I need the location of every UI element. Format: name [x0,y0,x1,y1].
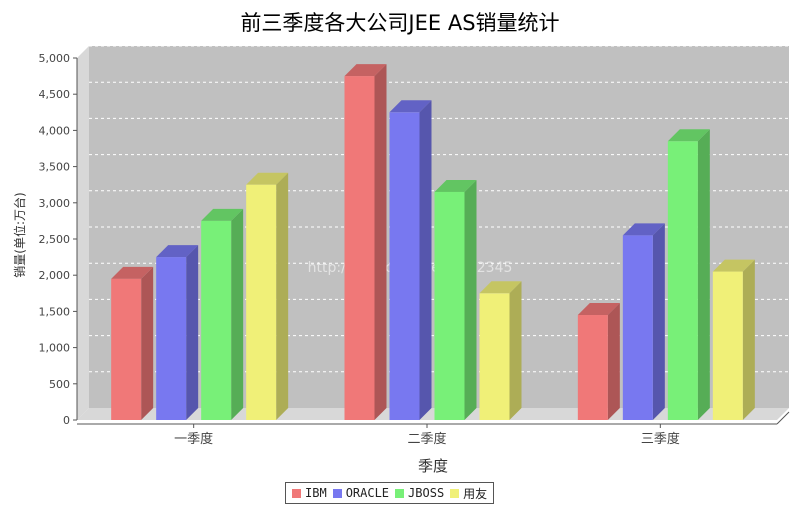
bar-top [344,64,387,77]
chart-title: 前三季度各大公司JEE AS销量统计 [240,11,559,35]
y-axis-label: 销量(单位:万台) [12,192,27,277]
bar-front [667,141,698,420]
bar-top [712,259,755,272]
bar-side [742,259,755,420]
bar [201,208,244,420]
y-tick-label: 4,000 [39,124,71,137]
bar-top [667,129,710,142]
bar-side [276,172,289,420]
bar-side [374,64,387,420]
y-tick-label: 1,000 [39,342,71,355]
y-tick-label: 500 [49,378,70,391]
bar [389,100,432,421]
x-tick-label: 二季度 [407,431,446,447]
y-tick-label: 2,000 [39,269,71,282]
legend-swatch [332,488,342,498]
legend-item: ORACLE [332,486,390,500]
bar [577,303,620,420]
bar-top [479,281,522,294]
bar [156,245,199,420]
legend-item: JBOSS [395,486,444,500]
bar-front [712,271,743,420]
bar [712,259,755,420]
bar-side [464,179,477,420]
bar-front [156,257,187,420]
y-tick-label: 5,000 [39,52,71,65]
bar-side [697,129,710,420]
plot-area: 0 500 1,000 1,500 2,000 2,500 3,000 3,500 4,000 4… [39,45,790,447]
bar [434,179,477,420]
bar-side [231,208,244,420]
y-tick-label: 4,500 [39,88,71,101]
bar [479,281,522,420]
bar [344,64,387,420]
bar-side [141,266,154,420]
bar-front [201,220,232,420]
bar-front [434,191,465,420]
legend-label: 用友 [463,486,488,501]
plot-left-wall [77,46,89,420]
x-axis-edge [776,411,790,425]
bar-side [607,303,620,420]
bar-top [156,245,199,258]
bar-top [622,223,665,236]
legend-label: IBM [305,486,327,500]
bar [622,223,665,420]
bar-front [479,293,510,420]
legend-item: 用友 [450,485,487,502]
bar-top [246,172,289,185]
bar-top [111,266,154,279]
legend-swatch [292,488,301,498]
bar-front [577,315,608,420]
legend-label: ORACLE [345,486,390,500]
bar-front [344,76,375,420]
y-tick-label: 1,500 [39,305,71,318]
legend-label: JBOSS [408,486,445,500]
x-axis-label: 季度 [418,457,448,475]
bar-side [186,245,199,420]
x-tick-label: 一季度 [174,431,213,447]
bar-top [577,303,620,316]
bar-side [509,281,522,420]
bar-side [652,223,665,420]
y-tick-label: 3,500 [39,161,71,174]
bar-front [246,184,277,420]
chart-legend: IBM ORACLE JBOSS 用友 [285,482,495,504]
bar-top [389,100,432,113]
bar-front [622,235,653,420]
bar-top [201,208,244,221]
y-tick-label: 3,000 [39,197,71,210]
legend-swatch [450,488,460,498]
bar-top [434,179,477,192]
bar [667,129,710,420]
legend-item: IBM [292,486,327,500]
bar-front [111,278,142,420]
bar [111,266,154,420]
y-tick-label: 0 [63,414,70,427]
bar [246,172,289,420]
bar-front [389,112,420,421]
y-tick-label: 2,500 [39,233,71,246]
bar-side [419,100,432,421]
legend-swatch [395,488,405,498]
x-tick-label: 三季度 [641,431,680,447]
